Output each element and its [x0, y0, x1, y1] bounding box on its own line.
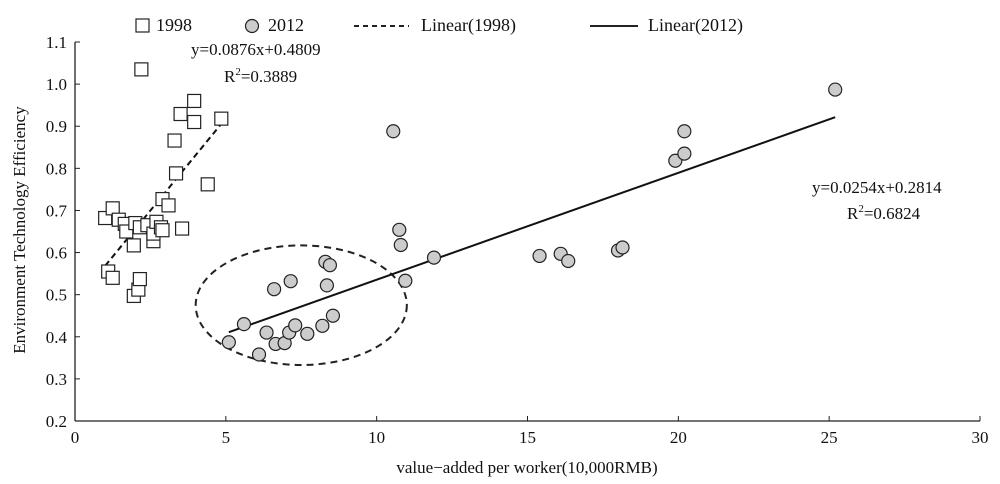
x-axis-label: value−added per worker(10,000RMB): [396, 458, 657, 477]
points-layer: [98, 62, 843, 362]
x-tick-label: 15: [519, 428, 536, 447]
point-1998: [187, 93, 202, 109]
equation-1998: y=0.0876x+0.4809: [191, 40, 321, 59]
axes: 0.2 0.3 0.4 0.5 0.6 0.7 0.8 0.9 1.0 1.1 0 5 10 15 20 25…: [46, 33, 989, 447]
point-1998: [105, 270, 120, 285]
y-tick-label: 0.5: [46, 286, 67, 305]
r-squared-2012-value: =0.6824: [864, 204, 921, 223]
point-1998: [126, 238, 141, 253]
legend-label-linear-1998: Linear(1998): [421, 15, 516, 36]
point-2012: [615, 240, 630, 255]
point-1998: [161, 198, 176, 213]
x-tick-label: 10: [368, 428, 385, 447]
r-squared-1998: R2=0.3889: [224, 66, 297, 86]
y-tick-label: 0.8: [46, 159, 67, 178]
x-tick-label: 30: [972, 428, 989, 447]
point-2012: [267, 282, 282, 297]
y-tick-label: 0.7: [46, 201, 68, 220]
point-2012: [236, 317, 252, 332]
point-2012: [677, 124, 692, 139]
point-2012: [322, 258, 338, 273]
x-tick-label: 25: [821, 428, 838, 447]
point-2012: [251, 347, 267, 362]
y-tick-label: 1.0: [46, 75, 67, 94]
point-2012: [221, 335, 236, 350]
point-2012: [300, 326, 315, 341]
point-2012: [283, 274, 298, 289]
r-squared-1998-value: =0.3889: [241, 67, 297, 86]
highlight-ellipse-layer: [194, 244, 408, 366]
x-tick-label: 0: [71, 428, 80, 447]
point-2012: [828, 82, 843, 97]
point-2012: [393, 237, 408, 253]
point-2012: [319, 278, 334, 293]
point-2012: [532, 248, 547, 264]
y-tick-label: 0.4: [46, 328, 68, 347]
highlight-ellipse: [194, 244, 408, 366]
point-1998: [214, 111, 229, 126]
legend-label-1998: 1998: [156, 15, 192, 35]
x-tick-label: 20: [670, 428, 687, 447]
point-2012: [386, 124, 401, 139]
legend-marker-2012: [244, 18, 260, 34]
trendline-layer: [104, 116, 836, 334]
legend-label-2012: 2012: [268, 15, 304, 35]
legend-marker-1998: [135, 18, 150, 33]
trendline-linear-2012-: [228, 116, 836, 334]
point-1998: [155, 223, 170, 238]
x-tick-label: 5: [222, 428, 231, 447]
point-2012: [288, 318, 303, 333]
point-2012: [398, 273, 413, 288]
legend: 1998 2012 Linear(1998) Linear(2012): [135, 15, 743, 36]
point-1998: [173, 106, 188, 122]
point-1998: [174, 221, 190, 236]
point-2012: [426, 250, 442, 265]
point-2012: [325, 308, 341, 323]
y-tick-label: 1.1: [46, 33, 67, 52]
point-1998: [168, 166, 184, 181]
point-1998: [134, 62, 149, 77]
y-tick-label: 0.6: [46, 244, 67, 263]
y-axis-label: Environment Technology Efficiency: [10, 106, 29, 354]
point-1998: [200, 177, 215, 192]
point-2012: [392, 222, 407, 237]
point-2012: [561, 253, 576, 269]
y-tick-label: 0.3: [46, 370, 67, 389]
legend-label-linear-2012: Linear(2012): [648, 15, 743, 36]
equation-2012: y=0.0254x+0.2814: [812, 178, 942, 197]
y-tick-label: 0.9: [46, 117, 67, 136]
point-2012: [315, 318, 330, 333]
r-squared-2012: R2=0.6824: [847, 203, 921, 223]
point-1998: [132, 271, 147, 287]
y-tick-label: 0.2: [46, 412, 67, 431]
point-1998: [187, 114, 202, 130]
point-2012: [259, 325, 274, 340]
point-1998: [167, 133, 182, 148]
point-2012: [677, 146, 692, 161]
